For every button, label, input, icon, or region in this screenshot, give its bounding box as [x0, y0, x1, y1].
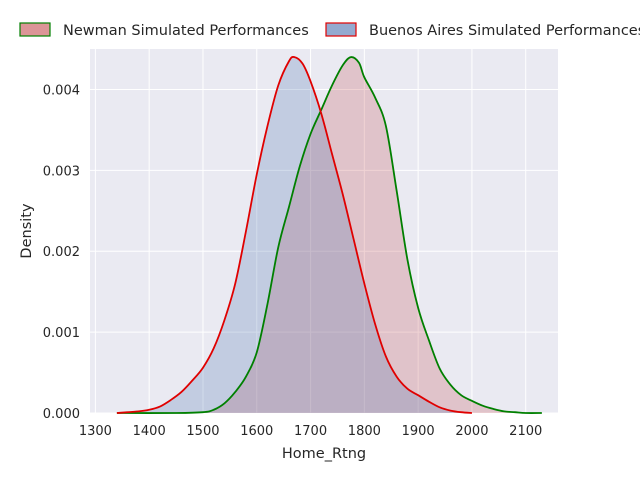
y-tick-label: 0.004 [43, 83, 80, 98]
plot-background [90, 49, 558, 413]
density-line-1 [116, 55, 472, 414]
x-axis-label: Home_Rtng [282, 446, 366, 462]
y-tick-label: 0.003 [43, 164, 80, 179]
x-tick-label: 1300 [79, 424, 112, 439]
y-axis-label: Density [19, 203, 35, 259]
density-line-0 [116, 56, 542, 414]
x-tick-label: 1400 [133, 424, 166, 439]
y-tick-label: 0.000 [43, 407, 80, 422]
legend-label-0: Newman Simulated Performances [63, 23, 309, 39]
y-axis-ticks: 0.000 0.001 0.002 0.003 0.004 [43, 83, 80, 422]
legend-swatch-0 [19, 22, 51, 37]
legend-label-1: Buenos Aires Simulated Performances [369, 23, 640, 39]
grid-lines [90, 49, 558, 414]
legend-swatch-1 [325, 22, 357, 37]
x-tick-label: 1700 [294, 424, 327, 439]
density-area-1 [116, 56, 472, 413]
x-tick-label: 1500 [186, 424, 219, 439]
x-tick-label: 1600 [240, 424, 273, 439]
x-tick-label: 1900 [402, 424, 435, 439]
x-tick-label: 2100 [509, 424, 542, 439]
y-tick-label: 0.001 [43, 326, 80, 341]
legend: Newman Simulated Performances Buenos Aire… [19, 22, 640, 39]
x-tick-label: 1800 [348, 424, 381, 439]
series-layer [116, 55, 542, 414]
x-axis-ticks: 1300 1400 1500 1600 1700 1800 1900 2000 2100 [79, 424, 542, 439]
y-tick-label: 0.002 [43, 245, 80, 260]
density-area-0 [116, 57, 542, 414]
x-tick-label: 2000 [455, 424, 488, 439]
